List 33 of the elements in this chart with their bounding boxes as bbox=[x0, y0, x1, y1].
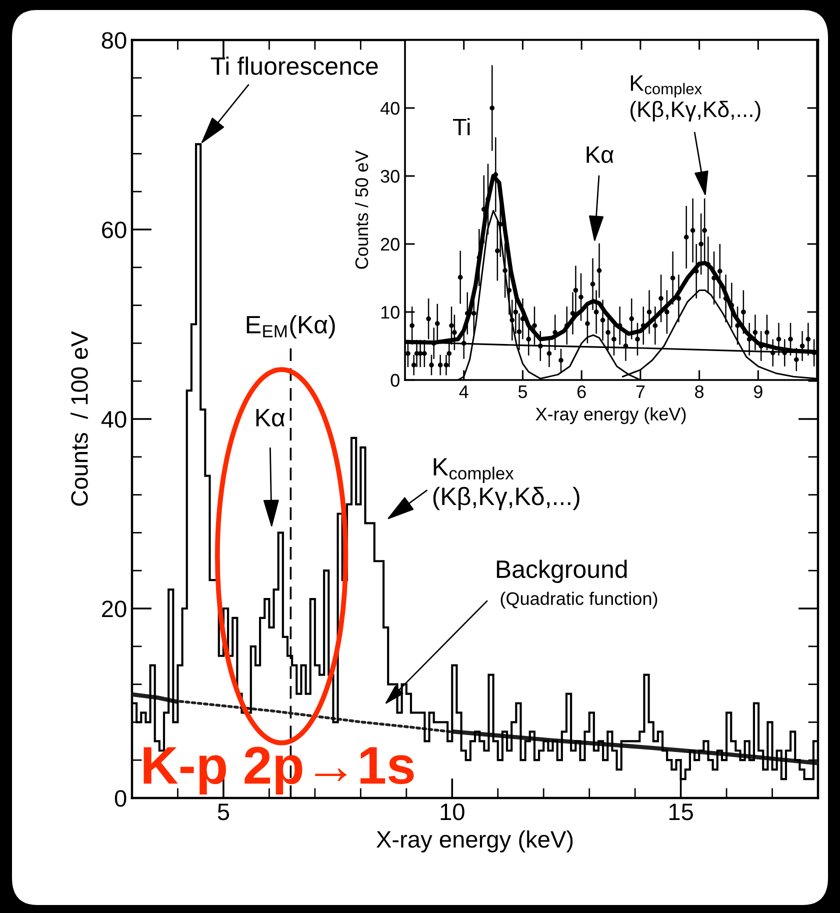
x-tick-label: 10 bbox=[440, 803, 464, 820]
y-tick-label: 60 bbox=[102, 222, 126, 238]
y-tick-label: 0 bbox=[390, 374, 400, 387]
y-axis-title: Counts / 100 eV bbox=[70, 331, 88, 506]
y-tick-label: 0 bbox=[114, 790, 126, 807]
x-tick-label: 4 bbox=[459, 386, 468, 398]
y-axis-title: Counts / 50 eV bbox=[354, 150, 368, 269]
annotation: K$_{complex}$ (Kβ,Kγ,Kδ,...) bbox=[433, 458, 580, 510]
annotation: Ti fluorescence bbox=[210, 56, 378, 75]
x-tick-label: 7 bbox=[636, 386, 645, 398]
annotation: (Quadratic function) bbox=[500, 592, 658, 609]
x-axis-title: X-ray energy (keV) bbox=[536, 407, 686, 424]
annotation: Kα bbox=[256, 409, 285, 426]
annotation: Ti bbox=[452, 118, 470, 136]
x-tick-label: 8 bbox=[695, 385, 704, 398]
y-tick-label: 40 bbox=[101, 411, 126, 428]
annotation: K-p 2p→1s bbox=[144, 746, 414, 795]
annotation: K$_{complex}$ (Kβ,Kγ,Kδ,...) bbox=[630, 75, 760, 122]
x-tick-label: 9 bbox=[754, 385, 762, 398]
x-tick-label: 5 bbox=[518, 386, 527, 398]
x-tick-label: 5 bbox=[218, 804, 230, 820]
y-tick-label: 40 bbox=[380, 102, 400, 115]
annotation: Background bbox=[496, 560, 627, 584]
x-tick-label: 6 bbox=[577, 385, 586, 398]
y-tick-label: 10 bbox=[381, 306, 400, 319]
y-tick-label: 20 bbox=[102, 600, 126, 618]
y-tick-label: 80 bbox=[102, 32, 126, 49]
x-tick-label: 15 bbox=[669, 804, 693, 820]
y-tick-label: 20 bbox=[380, 238, 400, 251]
ref-line-label: E$_{EM}$(Kα) bbox=[246, 315, 335, 338]
y-tick-label: 30 bbox=[380, 170, 400, 183]
annotation: Kα bbox=[586, 146, 614, 163]
x-axis-title: X-ray energy (keV) bbox=[376, 830, 573, 852]
